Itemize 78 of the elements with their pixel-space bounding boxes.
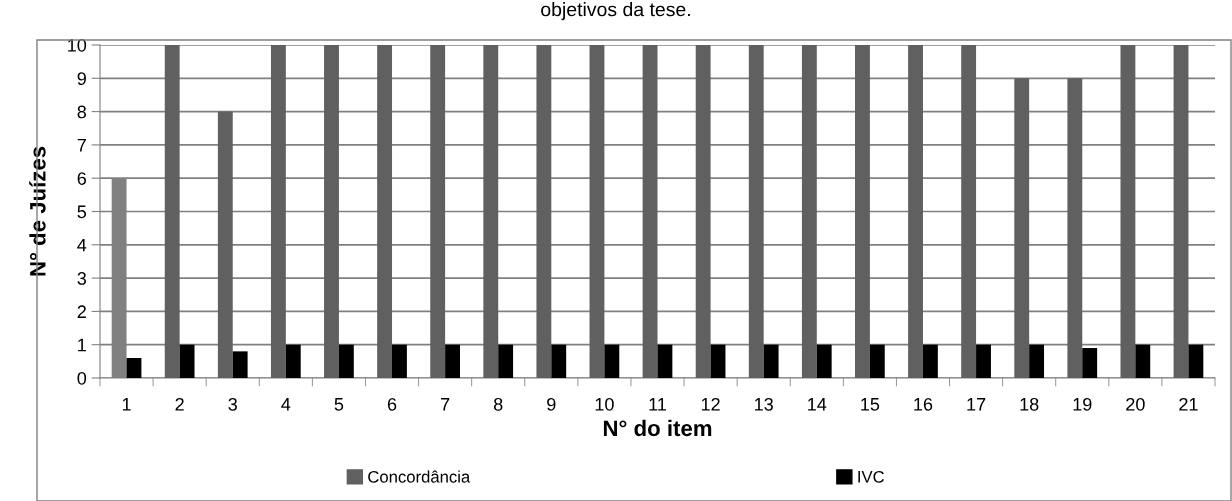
bar: [536, 45, 552, 378]
bar: [392, 344, 407, 378]
x-tick-label: 4: [281, 398, 291, 411]
bar: [1029, 344, 1045, 378]
y-tick-label: 0: [77, 371, 87, 385]
x-tick-label: 11: [649, 398, 666, 411]
bar: [324, 45, 339, 378]
bar: [908, 45, 923, 378]
bar: [126, 358, 142, 378]
bar: [976, 344, 991, 378]
bar: [232, 351, 248, 378]
y-tick-label: 10: [68, 38, 87, 52]
bar: [1120, 45, 1136, 378]
bar: [1188, 344, 1204, 378]
bar: [816, 344, 832, 378]
y-tick-label: 9: [77, 72, 86, 86]
bar: [1173, 45, 1189, 378]
y-tick-label: 3: [77, 272, 87, 285]
bar: [1067, 78, 1083, 378]
y-tick-label: 4: [77, 238, 87, 252]
x-tick-label: 20: [1126, 397, 1145, 411]
legend-label: IVC: [858, 470, 885, 483]
bar: [1135, 344, 1151, 378]
x-tick-label: 1: [122, 398, 131, 411]
x-tick-label: 14: [808, 398, 827, 411]
y-axis-title: N° de Juízes: [29, 146, 46, 276]
x-tick-label: 3: [228, 397, 237, 411]
y-tick-label: 6: [77, 172, 87, 185]
bar: [801, 45, 817, 378]
x-tick-label: 6: [387, 397, 397, 411]
bar: [710, 344, 726, 378]
bar: [551, 344, 567, 378]
bar: [869, 344, 885, 378]
x-tick-label: 2: [175, 397, 184, 411]
bar: [763, 344, 779, 378]
y-tick-label: 2: [77, 305, 86, 318]
chart-title: objetivos da tese.: [541, 2, 690, 21]
y-tick-label: 1: [78, 338, 86, 352]
x-tick-label: 18: [1020, 397, 1039, 411]
y-tick-label: 8: [77, 105, 87, 119]
bar: [377, 45, 393, 378]
legend-label: Concordância: [368, 470, 471, 483]
bar: [179, 344, 195, 378]
bar: [1082, 348, 1098, 378]
y-tick-label: 5: [77, 205, 87, 219]
bar: [445, 344, 460, 378]
x-tick-label: 16: [914, 397, 933, 411]
x-tick-label: 10: [595, 397, 614, 411]
bar: [961, 45, 977, 378]
x-tick-label: 9: [547, 397, 556, 411]
y-tick-label: 7: [77, 139, 86, 152]
bar: [483, 45, 499, 378]
x-tick-label: 5: [334, 398, 344, 411]
bar: [217, 111, 233, 378]
x-tick-label: 17: [967, 398, 986, 411]
bar: [270, 45, 286, 378]
bar: [164, 45, 180, 378]
bar: [285, 344, 301, 378]
x-tick-label: 7: [441, 398, 450, 411]
bar: [642, 45, 658, 378]
bar: [657, 344, 673, 378]
bar: [922, 344, 938, 378]
bar: [589, 45, 605, 378]
x-axis-title: N° do item: [603, 419, 712, 437]
x-tick-label: 13: [755, 397, 773, 411]
bar: [1014, 78, 1030, 378]
bar: [338, 344, 354, 378]
bar: [604, 344, 620, 378]
bar: [855, 45, 870, 378]
x-tick-label: 19: [1073, 397, 1092, 411]
bar: [748, 45, 764, 378]
x-tick-label: 12: [701, 397, 720, 411]
x-tick-label: 8: [493, 397, 503, 411]
bar: [430, 45, 446, 378]
bar: [695, 45, 711, 378]
x-tick-label: 15: [861, 398, 880, 411]
x-tick-label: 21: [1179, 397, 1198, 411]
bar: [498, 344, 514, 378]
